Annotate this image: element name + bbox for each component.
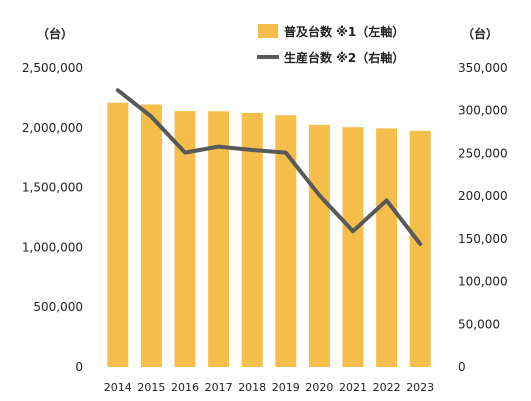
bar-series [107,102,431,368]
bar [342,127,364,368]
bar [308,124,330,367]
x-tick-label: 2016 [171,381,199,394]
right-tick-label: 100,000 [458,275,508,289]
left-tick-label: 2,000,000 [22,121,83,135]
x-tick-label: 2022 [373,381,401,394]
bar [275,115,297,367]
right-tick-label: 0 [458,360,466,374]
legend: 普及台数 ※1（左軸） 生産台数 ※2（右軸） [257,24,404,65]
right-tick-label: 50,000 [458,317,500,331]
x-tick-label: 2014 [104,381,132,394]
bar [409,130,431,367]
x-tick-label: 2018 [238,381,266,394]
x-tick-label: 2020 [305,381,333,394]
bar [376,128,398,367]
right-tick-label: 200,000 [458,189,508,203]
bar [140,104,162,367]
legend-bar-swatch [258,24,278,38]
bar [208,111,230,367]
bar [241,112,263,367]
legend-bar-label: 普及台数 ※1（左軸） [284,24,404,39]
left-tick-label: 1,000,000 [22,240,83,254]
x-tick-label: 2019 [272,381,300,394]
right-axis-ticks: 0 50,000 100,000 150,000 200,000 250,000 300,0… [458,61,508,374]
x-tick-label: 2023 [406,381,434,394]
legend-line-label: 生産台数 ※2（右軸） [284,50,404,65]
left-tick-label: 500,000 [33,300,83,314]
line-path [115,88,423,246]
x-tick-label: 2017 [205,381,233,394]
right-tick-label: 300,000 [458,104,508,118]
left-axis-unit: （台） [37,26,73,41]
right-tick-label: 250,000 [458,146,508,160]
right-tick-label: 150,000 [458,232,508,246]
bar [107,102,129,368]
right-tick-label: 350,000 [458,61,508,75]
line-series [115,88,423,246]
x-tick-label: 2015 [137,381,165,394]
x-tick-label: 2021 [339,381,367,394]
bar [174,111,196,367]
left-axis-ticks: 0 500,000 1,000,000 1,500,000 2,000,000 2,500… [22,61,83,374]
left-tick-label: 2,500,000 [22,61,83,75]
left-tick-label: 1,500,000 [22,181,83,195]
x-axis-ticks: 2014 2015 2016 2017 2018 2019 2020 2021 2022 2023 [104,381,434,394]
left-tick-label: 0 [75,360,83,374]
right-axis-unit: （台） [462,26,498,41]
